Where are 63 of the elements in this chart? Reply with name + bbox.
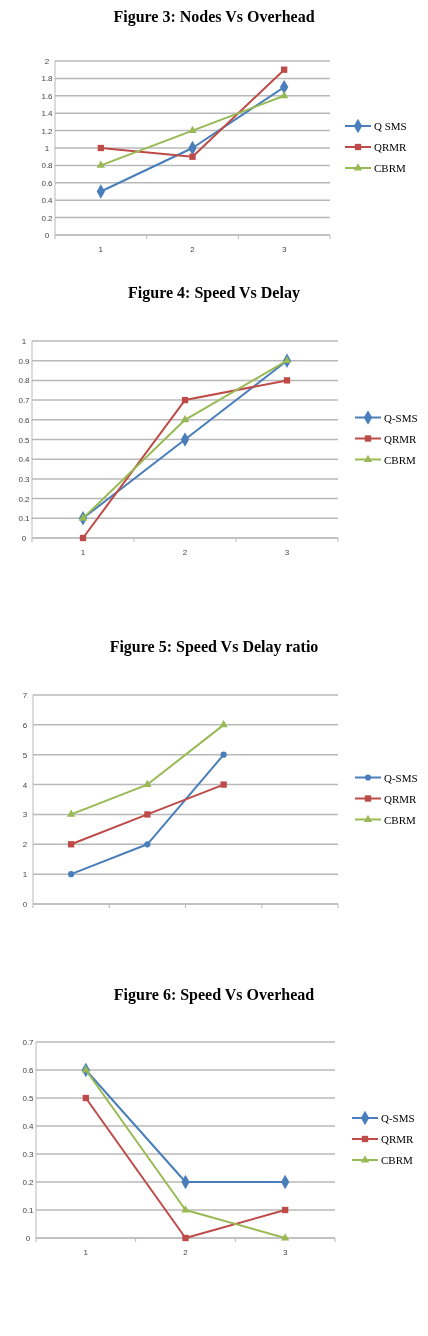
- y-tick-label: 0.4: [18, 455, 31, 465]
- x-tick-label: 3: [282, 1248, 288, 1257]
- y-tick-label: 1.6: [41, 91, 54, 101]
- y-tick-label: 0: [22, 900, 28, 909]
- y-tick-label: 1: [44, 144, 50, 153]
- chart-title: Figure 4: Speed Vs Delay: [128, 284, 300, 302]
- y-tick-label: 0.2: [22, 1178, 35, 1187]
- y-tick-label: 1: [21, 337, 27, 346]
- legend-label: Q SMS: [374, 120, 407, 132]
- y-tick-label: 0.5: [18, 435, 31, 445]
- y-tick-label: 2: [44, 57, 50, 66]
- y-tick-label: 0.1: [22, 1206, 35, 1215]
- y-tick-label: 0: [25, 1234, 31, 1243]
- legend-label: QRMR: [384, 432, 418, 445]
- x-tick-label: 2: [183, 1248, 189, 1257]
- y-tick-label: 7: [22, 691, 28, 700]
- chart-title: Figure 5: Speed Vs Delay ratio: [109, 638, 319, 656]
- y-tick-label: 6: [22, 720, 28, 730]
- y-tick-label: 0.1: [18, 514, 31, 524]
- y-tick-label: 0.2: [18, 494, 31, 504]
- x-tick-label: 2: [190, 245, 196, 254]
- chart-title: Figure 3: Nodes Vs Overhead: [113, 8, 315, 26]
- x-tick-label: 1: [98, 245, 104, 254]
- y-tick-label: 0.2: [41, 213, 54, 223]
- x-tick-label: 3: [281, 245, 287, 254]
- y-tick-label: 1: [22, 870, 28, 880]
- legend-label: Q-SMS: [381, 1112, 415, 1124]
- y-tick-label: 3: [22, 810, 28, 820]
- legend-label: CBRM: [384, 813, 417, 826]
- x-tick-label: 1: [80, 548, 86, 557]
- y-tick-label: 0.6: [41, 178, 54, 188]
- x-tick-label: 1: [83, 1248, 89, 1257]
- y-tick-label: 5: [22, 750, 28, 760]
- y-tick-label: 1.4: [41, 109, 54, 119]
- y-tick-label: 0.8: [18, 376, 31, 386]
- y-tick-label: 0.9: [18, 356, 31, 366]
- legend-label: CBRM: [384, 453, 417, 466]
- legend-label: QRMR: [374, 141, 408, 153]
- legend-label: QRMR: [384, 792, 418, 805]
- legend-label: QRMR: [381, 1133, 415, 1145]
- y-tick-label: 2: [22, 840, 28, 850]
- y-tick-label: 0.8: [41, 161, 54, 171]
- y-tick-label: 1.2: [41, 126, 54, 136]
- y-tick-label: 0.3: [18, 474, 31, 484]
- y-tick-label: 0.4: [22, 1122, 35, 1131]
- y-tick-label: 0: [21, 534, 27, 543]
- legend-label: Q-SMS: [384, 771, 418, 784]
- y-tick-label: 0: [44, 231, 50, 240]
- y-tick-label: 4: [22, 780, 28, 790]
- legend-label: CBRM: [381, 1154, 414, 1166]
- y-tick-label: 0.3: [22, 1150, 35, 1159]
- y-tick-label: 1.8: [41, 74, 54, 84]
- y-tick-label: 0.5: [22, 1094, 35, 1103]
- y-tick-label: 0.4: [41, 196, 54, 206]
- x-tick-label: 3: [284, 548, 290, 557]
- legend-label: Q-SMS: [384, 411, 418, 424]
- y-tick-label: 0.7: [18, 396, 31, 406]
- x-tick-label: 2: [182, 548, 188, 557]
- y-tick-label: 0.7: [22, 1038, 35, 1047]
- y-tick-label: 0.6: [22, 1066, 35, 1075]
- y-tick-label: 0.6: [18, 415, 31, 425]
- legend-label: CBRM: [374, 162, 407, 174]
- chart-title: Figure 6: Speed Vs Overhead: [113, 986, 315, 1004]
